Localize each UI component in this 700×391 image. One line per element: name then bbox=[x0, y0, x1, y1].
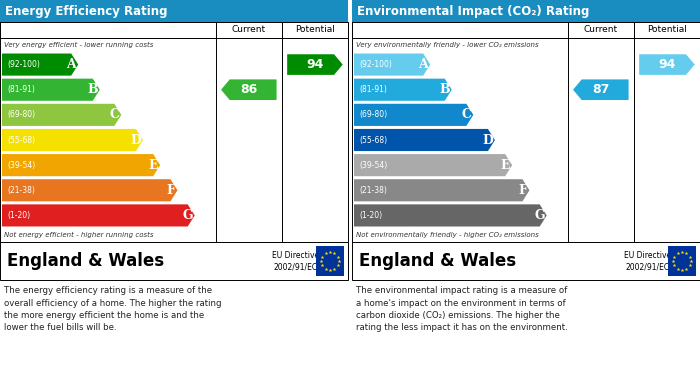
Text: Current: Current bbox=[584, 25, 618, 34]
Text: 87: 87 bbox=[592, 83, 610, 96]
Text: G: G bbox=[534, 209, 545, 222]
Text: Environmental Impact (CO₂) Rating: Environmental Impact (CO₂) Rating bbox=[357, 5, 589, 18]
Text: (1-20): (1-20) bbox=[7, 211, 30, 220]
Text: G: G bbox=[183, 209, 193, 222]
Text: B: B bbox=[88, 83, 98, 96]
Text: (92-100): (92-100) bbox=[7, 60, 40, 69]
Text: England & Wales: England & Wales bbox=[359, 252, 516, 270]
Bar bbox=[0, 0, 348, 22]
Bar bbox=[668, 246, 696, 276]
Polygon shape bbox=[2, 54, 78, 75]
Polygon shape bbox=[354, 179, 529, 201]
Bar bbox=[352, 242, 700, 280]
Text: Energy Efficiency Rating: Energy Efficiency Rating bbox=[5, 5, 167, 18]
Polygon shape bbox=[287, 54, 343, 75]
Polygon shape bbox=[354, 204, 547, 226]
Polygon shape bbox=[2, 79, 100, 101]
Polygon shape bbox=[354, 154, 512, 176]
Polygon shape bbox=[354, 104, 473, 126]
Text: (92-100): (92-100) bbox=[359, 60, 392, 69]
Text: (55-68): (55-68) bbox=[359, 136, 387, 145]
Text: (69-80): (69-80) bbox=[359, 110, 387, 119]
Text: D: D bbox=[482, 133, 493, 147]
Text: (39-54): (39-54) bbox=[7, 161, 35, 170]
Text: E: E bbox=[148, 159, 158, 172]
Text: A: A bbox=[419, 58, 428, 71]
Text: (1-20): (1-20) bbox=[359, 211, 382, 220]
Polygon shape bbox=[2, 154, 160, 176]
Polygon shape bbox=[354, 54, 430, 75]
Text: (81-91): (81-91) bbox=[7, 85, 35, 94]
Bar bbox=[352, 22, 700, 38]
Text: Very environmentally friendly - lower CO₂ emissions: Very environmentally friendly - lower CO… bbox=[356, 42, 538, 48]
Text: A: A bbox=[66, 58, 76, 71]
Text: D: D bbox=[130, 133, 141, 147]
Text: (39-54): (39-54) bbox=[359, 161, 387, 170]
Bar bbox=[0, 22, 348, 38]
Text: F: F bbox=[518, 184, 527, 197]
Text: C: C bbox=[461, 108, 471, 121]
Polygon shape bbox=[2, 129, 143, 151]
Polygon shape bbox=[221, 79, 276, 100]
Text: The environmental impact rating is a measure of
a home's impact on the environme: The environmental impact rating is a mea… bbox=[356, 286, 568, 332]
Text: Not energy efficient - higher running costs: Not energy efficient - higher running co… bbox=[4, 232, 153, 238]
Text: Current: Current bbox=[232, 25, 266, 34]
Text: Not environmentally friendly - higher CO₂ emissions: Not environmentally friendly - higher CO… bbox=[356, 232, 539, 238]
Bar bbox=[352, 22, 700, 242]
Text: (21-38): (21-38) bbox=[7, 186, 35, 195]
Polygon shape bbox=[354, 79, 452, 101]
Text: England & Wales: England & Wales bbox=[7, 252, 164, 270]
Text: Potential: Potential bbox=[647, 25, 687, 34]
Text: 86: 86 bbox=[240, 83, 258, 96]
Text: E: E bbox=[500, 159, 510, 172]
Bar bbox=[316, 246, 344, 276]
Polygon shape bbox=[639, 54, 694, 75]
Polygon shape bbox=[2, 179, 178, 201]
Polygon shape bbox=[2, 204, 195, 226]
Bar bbox=[0, 242, 348, 280]
Text: 94: 94 bbox=[658, 58, 676, 71]
Text: (55-68): (55-68) bbox=[7, 136, 35, 145]
Text: (69-80): (69-80) bbox=[7, 110, 35, 119]
Text: (81-91): (81-91) bbox=[359, 85, 387, 94]
Polygon shape bbox=[2, 104, 121, 126]
Polygon shape bbox=[354, 129, 495, 151]
Text: C: C bbox=[109, 108, 120, 121]
Text: The energy efficiency rating is a measure of the
overall efficiency of a home. T: The energy efficiency rating is a measur… bbox=[4, 286, 221, 332]
Bar bbox=[0, 22, 348, 242]
Text: Potential: Potential bbox=[295, 25, 335, 34]
Text: B: B bbox=[440, 83, 450, 96]
Text: EU Directive
2002/91/EC: EU Directive 2002/91/EC bbox=[624, 251, 671, 271]
Text: Very energy efficient - lower running costs: Very energy efficient - lower running co… bbox=[4, 42, 153, 48]
Bar bbox=[352, 0, 700, 22]
Text: F: F bbox=[166, 184, 175, 197]
Polygon shape bbox=[573, 79, 629, 100]
Text: (21-38): (21-38) bbox=[359, 186, 387, 195]
Text: 94: 94 bbox=[307, 58, 323, 71]
Text: EU Directive
2002/91/EC: EU Directive 2002/91/EC bbox=[272, 251, 320, 271]
